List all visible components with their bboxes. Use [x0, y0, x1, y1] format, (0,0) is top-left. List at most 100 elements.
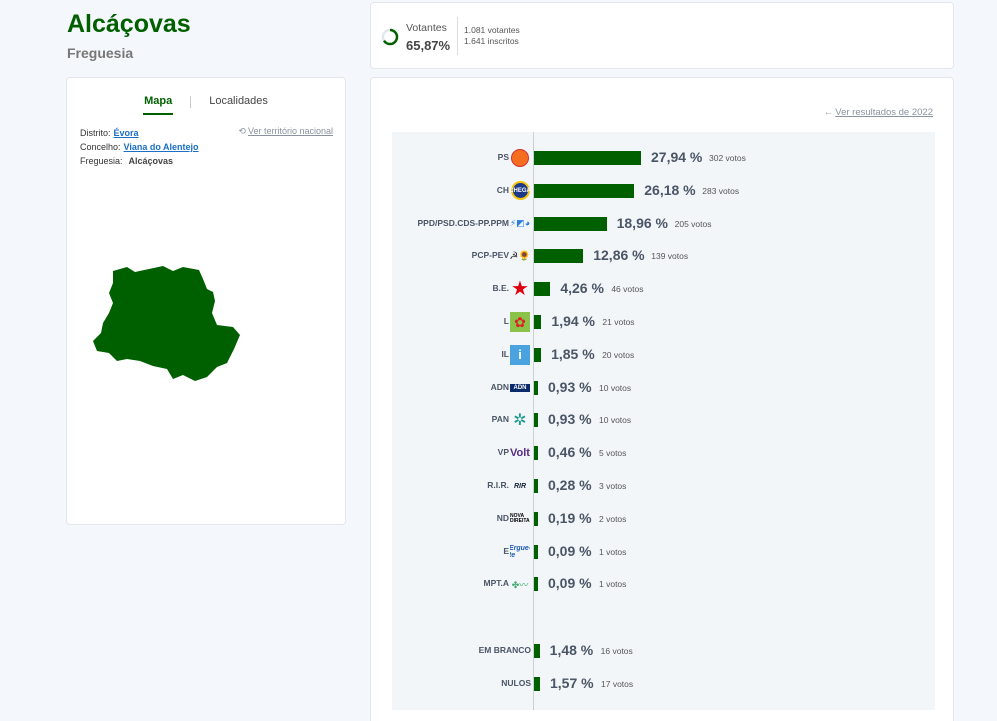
logo-text: i — [510, 344, 530, 365]
result-votes: 16 votos — [600, 646, 633, 656]
logo-text: NOVA DIREITA — [510, 512, 530, 524]
tab-divider — [190, 96, 192, 108]
result-votes: 46 votos — [611, 284, 644, 295]
result-row: ADN ADN 0,93 % 10 votos — [392, 378, 935, 398]
result-votes: 205 votos — [674, 218, 712, 229]
logo-text: RIR — [513, 482, 527, 490]
result-bar — [534, 676, 540, 691]
result-bar — [534, 183, 635, 198]
party-name: ND — [496, 512, 509, 523]
location-info: Distrito: Évora Concelho: Viana do Alentej… — [80, 126, 199, 168]
map-card: Mapa Localidades Distrito: Évora Concelho… — [66, 77, 346, 525]
result-votes: 1 votos — [599, 579, 627, 590]
volt-logo: Volt — [510, 443, 530, 463]
party-name: B.E. — [492, 283, 509, 294]
previous-results-link[interactable]: ← Ver resultados de 2022 — [824, 107, 933, 118]
result-row: EM BRANCO 1,48 % 16 votos — [392, 641, 935, 661]
result-votes: 1 votos — [599, 546, 627, 557]
party-name: MPT.A — [483, 578, 510, 589]
previous-results-label: Ver resultados de 2022 — [835, 107, 933, 118]
result-row: PCP-PEV ☭🌻 12,86 % 139 votos — [392, 246, 935, 266]
result-percent: 27,94 % — [651, 149, 703, 165]
party-name: IL — [501, 348, 509, 359]
result-percent: 18,96 % — [616, 214, 668, 231]
result-bar — [534, 216, 607, 231]
result-bar — [534, 479, 538, 493]
result-percent: 0,28 % — [548, 477, 592, 493]
party-name: L — [503, 316, 509, 326]
logo-text: ADN — [510, 383, 530, 392]
result-votes: 302 votos — [709, 153, 746, 163]
inscritos-count: 1.641 inscritos — [464, 36, 519, 46]
party-name: CH — [496, 184, 509, 195]
party-name: NULOS — [501, 677, 531, 688]
il-logo: i — [510, 344, 530, 365]
result-bar — [534, 413, 538, 428]
result-bar — [534, 446, 538, 461]
results-card: ← Ver resultados de 2022 PS 27,94 % 302 vot… — [370, 77, 954, 721]
result-votes: 283 votos — [702, 185, 740, 196]
parish-shape[interactable] — [93, 266, 240, 381]
national-link-label: Ver território nacional — [247, 126, 333, 136]
distrito-label: Distrito: — [80, 128, 111, 138]
parish-map[interactable] — [87, 263, 247, 393]
result-votes: 10 votos — [599, 415, 632, 426]
result-votes: 10 votos — [599, 382, 632, 393]
result-row: VP Volt 0,46 % 5 votos — [392, 443, 935, 463]
logo-text: Volt — [510, 447, 530, 460]
party-name: PAN — [491, 414, 509, 425]
votantes-count: 1.081 votantes — [464, 25, 520, 35]
result-bar — [534, 380, 538, 395]
party-name: ADN — [490, 381, 509, 392]
result-row: B.E. ★ 4,26 % 46 votos — [392, 279, 935, 299]
result-percent: 1,57 % — [550, 674, 594, 691]
result-percent: 1,48 % — [549, 642, 594, 658]
result-row: NULOS 1,57 % 17 votos — [392, 674, 935, 694]
result-row: R.I.R. RIR 0,28 % 3 votos — [392, 476, 935, 496]
tab-localidades[interactable]: Localidades — [209, 95, 268, 107]
result-bar — [534, 315, 542, 329]
party-name: PCP-PEV — [471, 250, 509, 261]
result-row: IL i 1,85 % 20 votos — [392, 344, 935, 365]
ps-logo — [510, 148, 530, 168]
national-territory-link[interactable]: ⟲ Ver território nacional — [238, 126, 333, 137]
result-bar — [534, 347, 542, 362]
arrow-left-icon: ← — [823, 107, 834, 118]
result-votes: 17 votos — [601, 678, 634, 689]
result-votes: 139 votos — [651, 251, 689, 262]
party-name: EM BRANCO — [478, 645, 531, 655]
refresh-icon: ⟲ — [238, 126, 246, 136]
result-percent: 26,18 % — [644, 181, 696, 198]
party-name: VP — [497, 447, 509, 458]
result-percent: 12,86 % — [593, 247, 645, 264]
result-votes: 3 votos — [599, 481, 627, 491]
result-row: PPD/PSD.CDS-PP.PPM ⚡◩◕ 18,96 % 205 votos — [392, 214, 935, 234]
result-bar — [534, 282, 551, 297]
result-votes: 21 votos — [602, 317, 635, 327]
logo-text: Ergue-te — [510, 544, 530, 559]
distrito-link[interactable]: Évora — [113, 128, 139, 138]
result-percent: 0,93 % — [548, 411, 592, 428]
map-tabs: Mapa Localidades — [67, 95, 345, 115]
concelho-label: Concelho: — [80, 142, 121, 152]
result-bar — [534, 511, 538, 526]
ad-logo: ⚡◩◕ — [510, 218, 530, 229]
result-percent: 0,19 % — [548, 509, 592, 526]
tab-mapa[interactable]: Mapa — [134, 95, 182, 115]
freguesia-value: Alcáçovas — [128, 156, 174, 166]
page-subtitle: Freguesia — [67, 45, 134, 61]
turnout-percent: 65,87% — [406, 38, 451, 53]
party-name: PS — [497, 152, 509, 162]
concelho-link[interactable]: Viana do Alentejo — [123, 142, 199, 152]
result-percent: 0,93 % — [548, 378, 592, 395]
chart-axis — [533, 132, 534, 710]
stats-divider — [457, 17, 458, 55]
logo-text: CHEGA — [510, 181, 530, 201]
result-row: ND NOVA DIREITA 0,19 % 2 votos — [392, 509, 935, 529]
result-row: MPT.A ✤〰 0,09 % 1 votos — [392, 574, 935, 594]
pan-logo: ✲ — [513, 412, 527, 430]
party-name: PPD/PSD.CDS-PP.PPM — [417, 217, 509, 228]
result-percent: 0,09 % — [548, 542, 592, 559]
cdu-logo: ☭🌻 — [510, 250, 530, 262]
